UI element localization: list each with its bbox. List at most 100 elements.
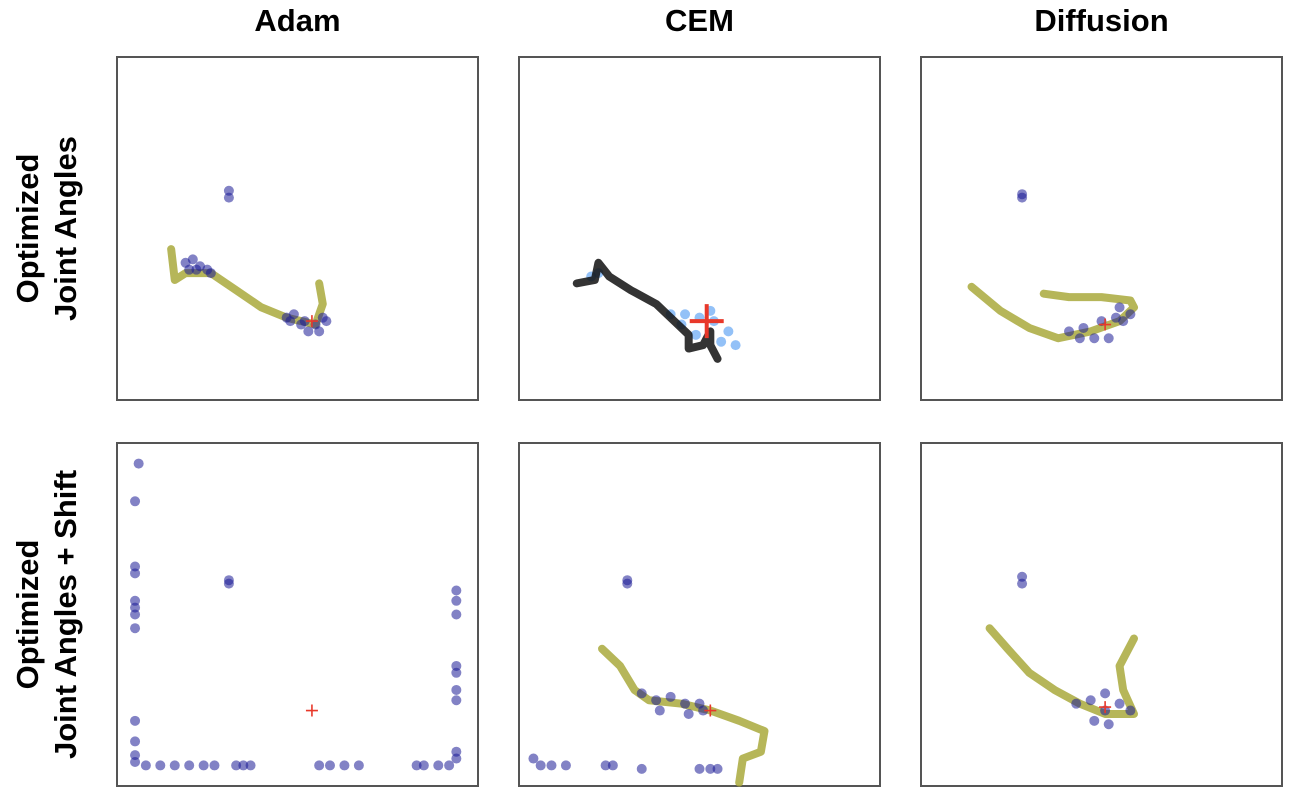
row-label: Joint Angles + Shift xyxy=(48,470,83,759)
sample-point xyxy=(321,316,332,327)
sample-point xyxy=(198,760,209,771)
sample-point xyxy=(451,746,462,757)
sample-point xyxy=(314,760,325,771)
column-title: Adam xyxy=(254,3,340,38)
sample-point xyxy=(339,760,350,771)
sample-point xyxy=(314,326,325,337)
sample-point xyxy=(130,623,141,634)
panel-frame xyxy=(116,56,479,401)
panel xyxy=(518,442,881,787)
sample-point xyxy=(324,760,335,771)
sample-point xyxy=(1100,688,1111,699)
sample-point xyxy=(130,715,141,726)
row-label: Optimized xyxy=(10,540,45,690)
sample-point xyxy=(730,340,741,351)
sample-point xyxy=(433,760,444,771)
sample-point xyxy=(1114,302,1125,313)
sample-point xyxy=(1089,715,1100,726)
sample-point xyxy=(285,316,296,327)
sample-point xyxy=(130,736,141,747)
sample-point xyxy=(451,695,462,706)
sample-point xyxy=(1017,571,1028,582)
sample-point xyxy=(411,760,422,771)
sample-point xyxy=(694,763,705,774)
sample-point xyxy=(546,760,557,771)
sample-point xyxy=(130,595,141,606)
sample-point xyxy=(231,760,242,771)
panel-frame xyxy=(116,442,479,787)
sample-point xyxy=(665,691,676,702)
sample-point xyxy=(205,268,216,279)
sample-point xyxy=(130,756,141,767)
sample-point xyxy=(600,760,611,771)
sample-point xyxy=(1071,698,1082,709)
sample-point xyxy=(451,609,462,620)
sample-point xyxy=(187,254,198,265)
sample-point xyxy=(451,595,462,606)
sample-point xyxy=(353,760,364,771)
panel xyxy=(116,442,479,787)
sample-point xyxy=(130,602,141,613)
sample-point xyxy=(223,192,234,203)
sample-point xyxy=(451,660,462,671)
sample-point xyxy=(1103,719,1114,730)
sample-point xyxy=(451,667,462,678)
sample-point xyxy=(1125,309,1136,320)
sample-point xyxy=(1114,698,1125,709)
sample-point xyxy=(535,760,546,771)
sample-point xyxy=(155,760,166,771)
sample-point xyxy=(654,705,665,716)
sample-point xyxy=(296,319,307,330)
sample-point xyxy=(680,698,691,709)
sample-point xyxy=(444,760,455,771)
sample-point xyxy=(1118,316,1129,327)
target-marker xyxy=(704,704,717,717)
trajectory xyxy=(985,624,1138,718)
sample-point xyxy=(238,760,249,771)
sample-point xyxy=(245,760,256,771)
sample-point xyxy=(130,568,141,579)
panel xyxy=(920,442,1283,787)
sample-point xyxy=(528,753,539,764)
column-title: CEM xyxy=(665,3,734,38)
sample-point xyxy=(680,309,691,320)
sample-point xyxy=(209,760,220,771)
sample-point xyxy=(723,326,734,337)
panel xyxy=(518,56,881,401)
sample-point xyxy=(303,326,314,337)
panel-frame xyxy=(920,56,1283,401)
sample-point xyxy=(705,763,716,774)
sample-point xyxy=(223,578,234,589)
sample-point xyxy=(133,458,144,469)
sample-point xyxy=(451,753,462,764)
sample-point xyxy=(451,585,462,596)
target-marker xyxy=(305,315,318,328)
row-label: Joint Angles xyxy=(48,136,83,321)
sample-point xyxy=(1078,322,1089,333)
sample-point xyxy=(1017,192,1028,203)
sample-point xyxy=(130,561,141,572)
sample-point xyxy=(1017,578,1028,589)
sample-point xyxy=(1085,695,1096,706)
panel-frame xyxy=(920,442,1283,787)
sample-point xyxy=(130,609,141,620)
sample-point xyxy=(1089,333,1100,344)
target-marker xyxy=(1099,318,1112,331)
sample-point xyxy=(560,760,571,771)
sample-point xyxy=(690,329,701,340)
target-marker xyxy=(305,704,318,717)
sample-point xyxy=(607,760,618,771)
sample-point xyxy=(1064,326,1075,337)
sample-point xyxy=(651,695,662,706)
sample-point xyxy=(140,760,151,771)
sample-point xyxy=(622,578,633,589)
sample-point xyxy=(1074,333,1085,344)
sample-point xyxy=(418,760,429,771)
panel xyxy=(920,56,1283,401)
sample-point xyxy=(636,763,647,774)
sample-point xyxy=(1096,316,1107,327)
sample-point xyxy=(130,496,141,507)
panel xyxy=(116,56,479,401)
target-marker xyxy=(1099,701,1112,714)
